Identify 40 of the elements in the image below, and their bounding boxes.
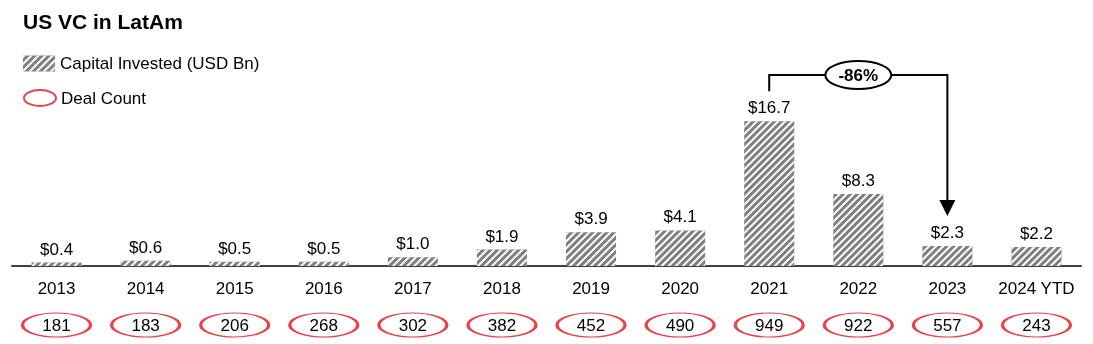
data-label: $8.3 xyxy=(841,171,875,191)
x-tick-label: 2015 xyxy=(215,279,254,298)
legend-label: Deal Count xyxy=(61,88,147,108)
x-tick-label: 2021 xyxy=(750,279,789,298)
x-tick-label: 2023 xyxy=(928,279,967,298)
x-tick-label: 2019 xyxy=(572,279,610,298)
data-label: $1.0 xyxy=(396,234,430,254)
data-label: 268 xyxy=(309,315,338,335)
data-label: 181 xyxy=(42,315,71,335)
data-label: $2.3 xyxy=(930,223,964,243)
x-tick-label: 2013 xyxy=(37,279,76,298)
data-label: 382 xyxy=(487,315,517,335)
data-label: $3.9 xyxy=(574,209,608,229)
data-label: 206 xyxy=(220,315,249,335)
data-label: 949 xyxy=(755,315,784,335)
data-label: $0.6 xyxy=(129,237,163,257)
legend-label: Capital Invested (USD Bn) xyxy=(60,54,260,73)
data-label: 452 xyxy=(576,315,606,335)
data-label: 922 xyxy=(844,315,873,335)
x-tick-label: 2014 xyxy=(126,279,165,298)
data-label: 302 xyxy=(398,315,428,335)
data-label: $0.5 xyxy=(218,238,252,258)
data-label: $0.5 xyxy=(307,238,341,258)
data-label: $1.9 xyxy=(485,226,519,246)
x-tick-label: 2016 xyxy=(304,279,343,298)
data-label: 490 xyxy=(665,315,695,335)
data-label: 183 xyxy=(131,315,160,335)
data-label: 557 xyxy=(933,315,962,335)
x-tick-label: 2022 xyxy=(839,279,878,298)
data-label: $2.2 xyxy=(1019,223,1054,243)
text: -86% xyxy=(838,65,879,85)
data-label: 243 xyxy=(1022,315,1051,335)
data-label: $4.1 xyxy=(663,207,697,227)
x-tick-label: 2020 xyxy=(661,279,700,298)
chart-title: US VC in LatAm xyxy=(23,10,183,33)
x-tick-label: 2024 YTD xyxy=(998,279,1075,298)
data-label: $0.4 xyxy=(39,239,74,259)
x-tick-label: 2017 xyxy=(393,279,432,298)
x-tick-label: 2018 xyxy=(483,279,521,298)
data-label: $16.7 xyxy=(747,98,791,118)
